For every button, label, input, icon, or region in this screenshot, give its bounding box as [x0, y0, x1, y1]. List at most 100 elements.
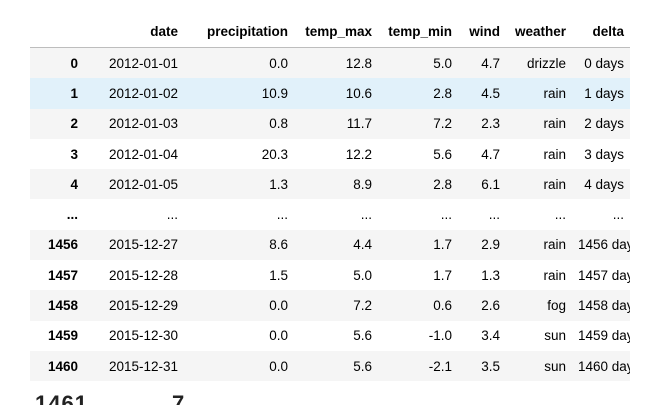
header-row: date precipitation temp_max temp_min win…: [30, 16, 630, 48]
precipitation-cell: 0.0: [269, 55, 288, 71]
wind-cell: 3.5: [481, 358, 500, 374]
column-header-precipitation: precipitation: [184, 16, 294, 48]
temp-min-cell: 2.8: [433, 85, 452, 101]
column-header-delta: delta: [572, 16, 630, 48]
precipitation-cell: 0.8: [269, 116, 288, 132]
delta-cell: 4 days: [584, 176, 624, 192]
row-index: 1459: [47, 328, 78, 344]
temp-max-cell: 11.7: [346, 116, 372, 132]
delta-cell: 1458 days: [578, 298, 630, 314]
temp-min-cell: 2.8: [433, 176, 452, 192]
column-header-temp-max: temp_max: [294, 16, 378, 48]
temp-min-cell: 5.0: [433, 55, 452, 71]
dataframe-table: date precipitation temp_max temp_min win…: [30, 16, 630, 382]
table-row: 1456 2015-12-27 8.6 4.4 1.7 2.9 rain 1456 days: [30, 229, 630, 261]
precipitation-cell: 1.3: [269, 176, 288, 192]
temp-max-cell: 4.4: [353, 237, 372, 253]
weather-cell: drizzle: [526, 55, 566, 71]
wind-cell: 6.1: [481, 176, 500, 192]
weather-cell: fog: [547, 298, 566, 314]
column-count: 7: [171, 391, 186, 405]
weather-cell: rain: [543, 116, 566, 132]
delta-cell: ...: [612, 207, 624, 223]
dataframe-shape-caption: 1461 7: [35, 391, 185, 405]
table-body: 0 2012-01-01 0.0 12.8 5.0 4.7 drizzle 0 days 1 20…: [30, 47, 630, 382]
temp-max-cell: 12.8: [345, 55, 372, 71]
wind-cell: 4.5: [481, 85, 500, 101]
temp-min-cell: 0.6: [433, 298, 452, 314]
wind-cell: 4.7: [481, 55, 500, 71]
temp-max-cell: 10.6: [345, 85, 372, 101]
row-index: ...: [66, 207, 78, 223]
temp-max-cell: 7.2: [353, 298, 372, 314]
wind-cell: 1.3: [481, 267, 500, 283]
table-row: 1457 2015-12-28 1.5 5.0 1.7 1.3 rain 1457 days: [30, 260, 630, 291]
precipitation-cell: 0.0: [269, 358, 288, 374]
table-row: ........................: [30, 199, 630, 230]
temp-max-cell: ...: [360, 207, 372, 223]
table-row: 1458 2015-12-29 0.0 7.2 0.6 2.6 fog 1458 days: [30, 290, 630, 321]
row-index: 4: [70, 176, 78, 192]
date-cell: 2012-01-03: [108, 116, 178, 132]
weather-cell: sun: [544, 358, 566, 374]
delta-cell: 1457 days: [578, 267, 630, 283]
row-index: 0: [70, 55, 78, 71]
weather-cell: rain: [543, 85, 566, 101]
column-header-date: date: [84, 16, 184, 48]
delta-cell: 3 days: [584, 146, 624, 162]
row-index: 1460: [47, 358, 78, 374]
date-cell: 2015-12-29: [108, 298, 178, 314]
table-row: 2 2012-01-03 0.8 11.7 7.2 2.3 rain 2 days: [30, 108, 630, 139]
precipitation-cell: 0.0: [269, 298, 288, 314]
precipitation-cell: 0.0: [269, 328, 288, 344]
precipitation-cell: 20.3: [261, 146, 288, 162]
weather-cell: rain: [543, 146, 566, 162]
temp-min-cell: 1.7: [433, 267, 452, 283]
date-cell: ...: [166, 207, 178, 223]
wind-cell: 2.9: [481, 237, 500, 253]
temp-max-cell: 12.2: [345, 146, 372, 162]
date-cell: 2012-01-01: [108, 55, 178, 71]
temp-min-cell: 1.7: [433, 237, 452, 253]
date-cell: 2015-12-31: [108, 358, 178, 374]
column-header-wind: wind: [458, 16, 506, 48]
precipitation-cell: 10.9: [261, 85, 288, 101]
delta-cell: 1 days: [584, 85, 624, 101]
row-index: 1: [70, 85, 78, 101]
weather-cell: rain: [543, 267, 566, 283]
date-cell: 2012-01-02: [108, 85, 178, 101]
precipitation-cell: ...: [276, 207, 288, 223]
row-index: 2: [70, 116, 78, 132]
temp-min-cell: 7.2: [433, 116, 452, 132]
wind-cell: 4.7: [481, 146, 500, 162]
precipitation-cell: 8.6: [269, 237, 288, 253]
temp-max-cell: 8.9: [353, 176, 372, 192]
column-header-weather: weather: [506, 16, 572, 48]
temp-max-cell: 5.6: [353, 328, 372, 344]
date-cell: 2015-12-28: [108, 267, 178, 283]
row-index: 1458: [47, 298, 78, 314]
weather-cell: rain: [543, 176, 566, 192]
temp-min-cell: 5.6: [433, 146, 452, 162]
column-header-temp-min: temp_min: [378, 16, 458, 48]
temp-max-cell: 5.6: [353, 358, 372, 374]
date-cell: 2015-12-27: [108, 237, 178, 253]
date-cell: 2012-01-04: [108, 146, 178, 162]
column-header-index: [30, 16, 84, 48]
delta-cell: 1460 days: [578, 358, 630, 374]
table-row: 1 2012-01-02 10.9 10.6 2.8 4.5 rain 1 days: [30, 78, 630, 109]
row-index: 1457: [47, 267, 78, 283]
weather-cell: ...: [554, 207, 566, 223]
row-index: 3: [70, 146, 78, 162]
table-row: 4 2012-01-05 1.3 8.9 2.8 6.1 rain 4 days: [30, 169, 630, 200]
table-row: 1460 2015-12-31 0.0 5.6 -2.1 3.5 sun 1460 days: [30, 350, 630, 382]
date-cell: 2015-12-30: [108, 328, 178, 344]
temp-max-cell: 5.0: [353, 267, 372, 283]
precipitation-cell: 1.5: [269, 267, 288, 283]
temp-min-cell: ...: [440, 207, 452, 223]
temp-min-cell: -1.0: [428, 328, 452, 344]
date-cell: 2012-01-05: [108, 176, 178, 192]
row-count: 1461: [35, 391, 88, 405]
wind-cell: 3.4: [481, 328, 500, 344]
